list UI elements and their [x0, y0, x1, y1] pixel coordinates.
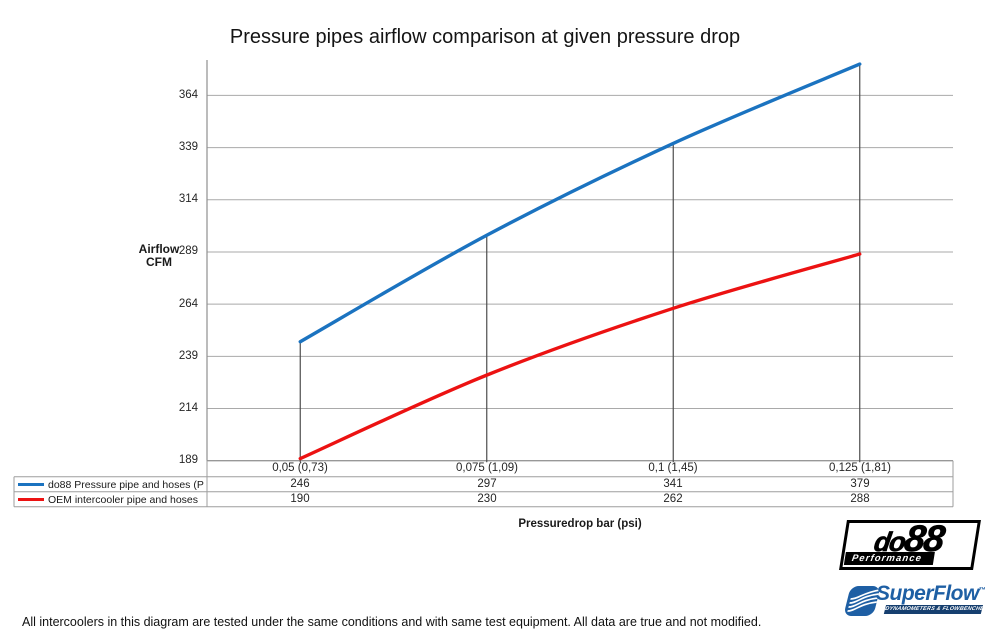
series-value-do88: 379 — [850, 478, 870, 490]
trademark-symbol: ™ — [978, 587, 986, 594]
series-value-oem: 230 — [477, 493, 497, 505]
plot-area — [13, 60, 954, 508]
y-tick-label: 264 — [178, 298, 198, 310]
superflow-wordmark: SuperFlow™ — [876, 582, 986, 605]
series-value-do88: 246 — [290, 478, 310, 490]
legend-row-oem: OEM intercooler pipe and hoses — [18, 492, 204, 507]
do88-logo: do88 Performance — [839, 518, 981, 570]
legend-label-do88: do88 Pressure pipe and hoses (PP-03) — [48, 478, 204, 491]
y-axis-title-line1: Airflow — [138, 242, 180, 256]
superflow-logo: SuperFlow™ DYNAMOMETERS & FLOWBENCHES — [836, 582, 988, 622]
legend-swatch-oem — [18, 497, 44, 502]
y-tick-label: 314 — [178, 193, 198, 205]
x-axis-title: Pressuredrop bar (psi) — [518, 518, 642, 530]
x-category-label: 0,125 (1,81) — [828, 462, 891, 474]
legend-row-do88: do88 Pressure pipe and hoses (PP-03) — [18, 477, 204, 492]
series-value-do88: 297 — [477, 478, 497, 490]
y-tick-label: 239 — [178, 350, 198, 362]
series-value-oem: 288 — [850, 493, 870, 505]
superflow-waves-icon — [845, 586, 880, 616]
x-category-label: 0,1 (1,45) — [648, 462, 698, 474]
series-value-oem: 262 — [663, 493, 683, 505]
series-value-do88: 341 — [663, 478, 683, 490]
legend-label-oem: OEM intercooler pipe and hoses — [48, 493, 198, 506]
chart-title: Pressure pipes airflow comparison at giv… — [229, 26, 741, 48]
y-tick-label: 339 — [178, 141, 198, 153]
y-axis-title-line2: CFM — [146, 255, 172, 269]
y-tick-label: 364 — [178, 89, 198, 101]
x-category-label: 0,05 (0,73) — [272, 462, 328, 474]
x-category-label: 0,075 (1,09) — [455, 462, 518, 474]
y-axis-title: Airflow CFM — [126, 243, 192, 269]
y-tick-label: 189 — [178, 454, 198, 466]
legend-swatch-do88 — [18, 482, 44, 487]
series-value-oem: 190 — [290, 493, 310, 505]
y-tick-label: 214 — [178, 402, 198, 414]
do88-performance-bar: Performance — [843, 552, 935, 565]
y-tick-label: 289 — [178, 245, 198, 257]
footnote: All intercoolers in this diagram are tes… — [22, 615, 762, 629]
superflow-subtitle-bar: DYNAMOMETERS & FLOWBENCHES — [883, 605, 984, 614]
